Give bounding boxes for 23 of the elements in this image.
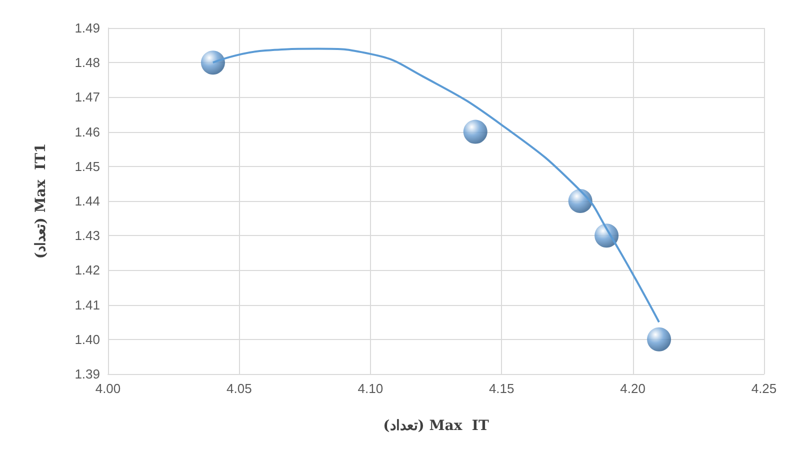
y-tick-label: 1.49: [74, 20, 100, 36]
x-tick-label: 4.10: [358, 381, 384, 396]
y-tick-label: 1.42: [74, 262, 100, 278]
y-tick-label: 1.48: [74, 55, 100, 70]
x-tick-label: 4.15: [488, 381, 514, 396]
y-tick-label: 1.41: [74, 297, 100, 312]
y-tick-label: 1.47: [74, 90, 100, 105]
x-tick-label: 4.05: [226, 381, 252, 396]
point: [200, 50, 225, 75]
point: [647, 327, 672, 352]
x-tick-label: 4.25: [751, 381, 777, 396]
y-axis-title: (تعداد) Max IT1: [33, 143, 49, 259]
y-tick-label: 1.43: [74, 228, 100, 244]
x-axis-title: (تعداد) Max IT: [383, 418, 490, 434]
x-tick-label: 4.00: [95, 381, 121, 396]
y-tick-label: 1.40: [74, 332, 100, 347]
x-tick-label: 4.20: [620, 381, 646, 396]
point: [568, 189, 592, 213]
y-tick-label: 1.39: [74, 366, 100, 382]
y-tick-label: 1.45: [74, 158, 100, 174]
y-tick-label: 1.44: [74, 194, 100, 208]
point: [463, 120, 488, 144]
y-tick-label: 1.46: [74, 124, 100, 140]
